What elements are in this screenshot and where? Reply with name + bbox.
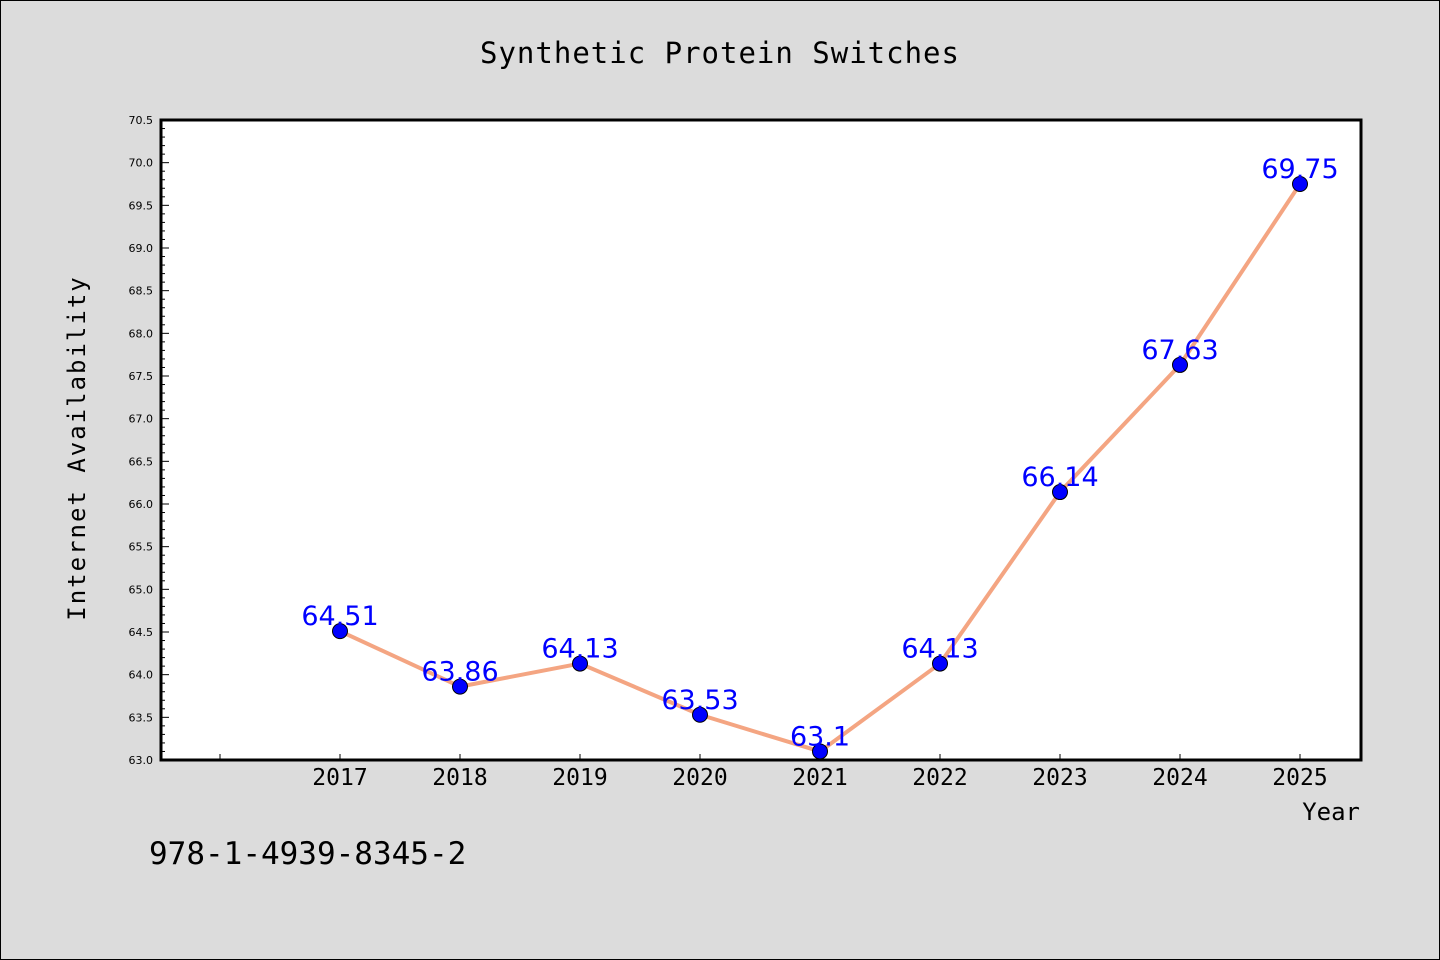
y-tick-label: 64.0 xyxy=(129,669,154,682)
data-point xyxy=(452,678,468,695)
data-point xyxy=(932,655,948,672)
y-tick-label: 68.0 xyxy=(129,327,154,340)
y-tick-label: 64.5 xyxy=(129,626,154,639)
series-layer: 64.51 63.86 64.13 63.53 63.1 64.13 66.14 67.63 6… xyxy=(301,154,1339,760)
y-tick-label: 68.5 xyxy=(129,285,154,298)
y-tick-label: 63.0 xyxy=(129,754,154,767)
y-tick-label: 69.0 xyxy=(129,242,154,255)
data-label: 67.63 xyxy=(1141,335,1218,366)
data-point xyxy=(812,743,828,760)
y-tick-label: 69.5 xyxy=(129,199,154,212)
data-label: 69.75 xyxy=(1261,154,1338,185)
data-point xyxy=(1052,484,1068,501)
x-tick-label: 2024 xyxy=(1152,765,1207,791)
y-axis-label: Internet Availability xyxy=(63,275,91,620)
isbn-text: 978-1-4939-8345-2 xyxy=(149,836,466,872)
data-label: 63.53 xyxy=(661,685,738,716)
data-point xyxy=(332,623,348,640)
data-label: 63.1 xyxy=(790,721,850,752)
x-tick-label: 2025 xyxy=(1272,765,1327,791)
y-tick-label: 63.5 xyxy=(129,711,154,724)
y-tick-label: 66.0 xyxy=(129,498,154,511)
y-tick-label: 66.5 xyxy=(129,455,154,468)
x-tick-label: 2022 xyxy=(912,765,967,791)
x-tick-label: 2017 xyxy=(312,765,367,791)
data-label: 64.13 xyxy=(541,634,618,665)
y-tick-label: 70.0 xyxy=(129,157,154,170)
data-point xyxy=(572,655,588,672)
data-label: 64.13 xyxy=(901,634,978,665)
chart-title: Synthetic Protein Switches xyxy=(480,36,960,70)
x-tick-label: 2023 xyxy=(1032,765,1087,791)
data-label: 63.86 xyxy=(421,657,498,688)
y-tick-label: 67.5 xyxy=(129,370,154,383)
data-point xyxy=(1172,356,1188,373)
data-label: 66.14 xyxy=(1021,462,1098,493)
plot-area xyxy=(159,118,1363,762)
y-tick-label: 65.5 xyxy=(129,541,154,554)
x-tick-label: 2020 xyxy=(672,765,727,791)
x-tick-label: 2021 xyxy=(792,765,847,791)
data-point xyxy=(1292,176,1308,192)
y-tick-label: 70.5 xyxy=(129,114,154,127)
data-point xyxy=(692,706,708,723)
y-tick-label: 65.0 xyxy=(129,583,154,596)
y-tick-label: 67.0 xyxy=(129,413,154,426)
x-axis-label: Year xyxy=(1302,798,1360,826)
x-tick-label: 2019 xyxy=(552,765,607,791)
x-axis: 2017 2018 2019 2020 2021 2022 2023 2024 2025 xyxy=(219,754,1328,791)
x-tick-label: 2018 xyxy=(432,765,487,791)
y-axis: 63.0 63.5 64.0 64.5 65.0 65.5 66.0 66.5 67.0 67.5… xyxy=(129,114,169,767)
data-label: 64.51 xyxy=(301,601,378,632)
